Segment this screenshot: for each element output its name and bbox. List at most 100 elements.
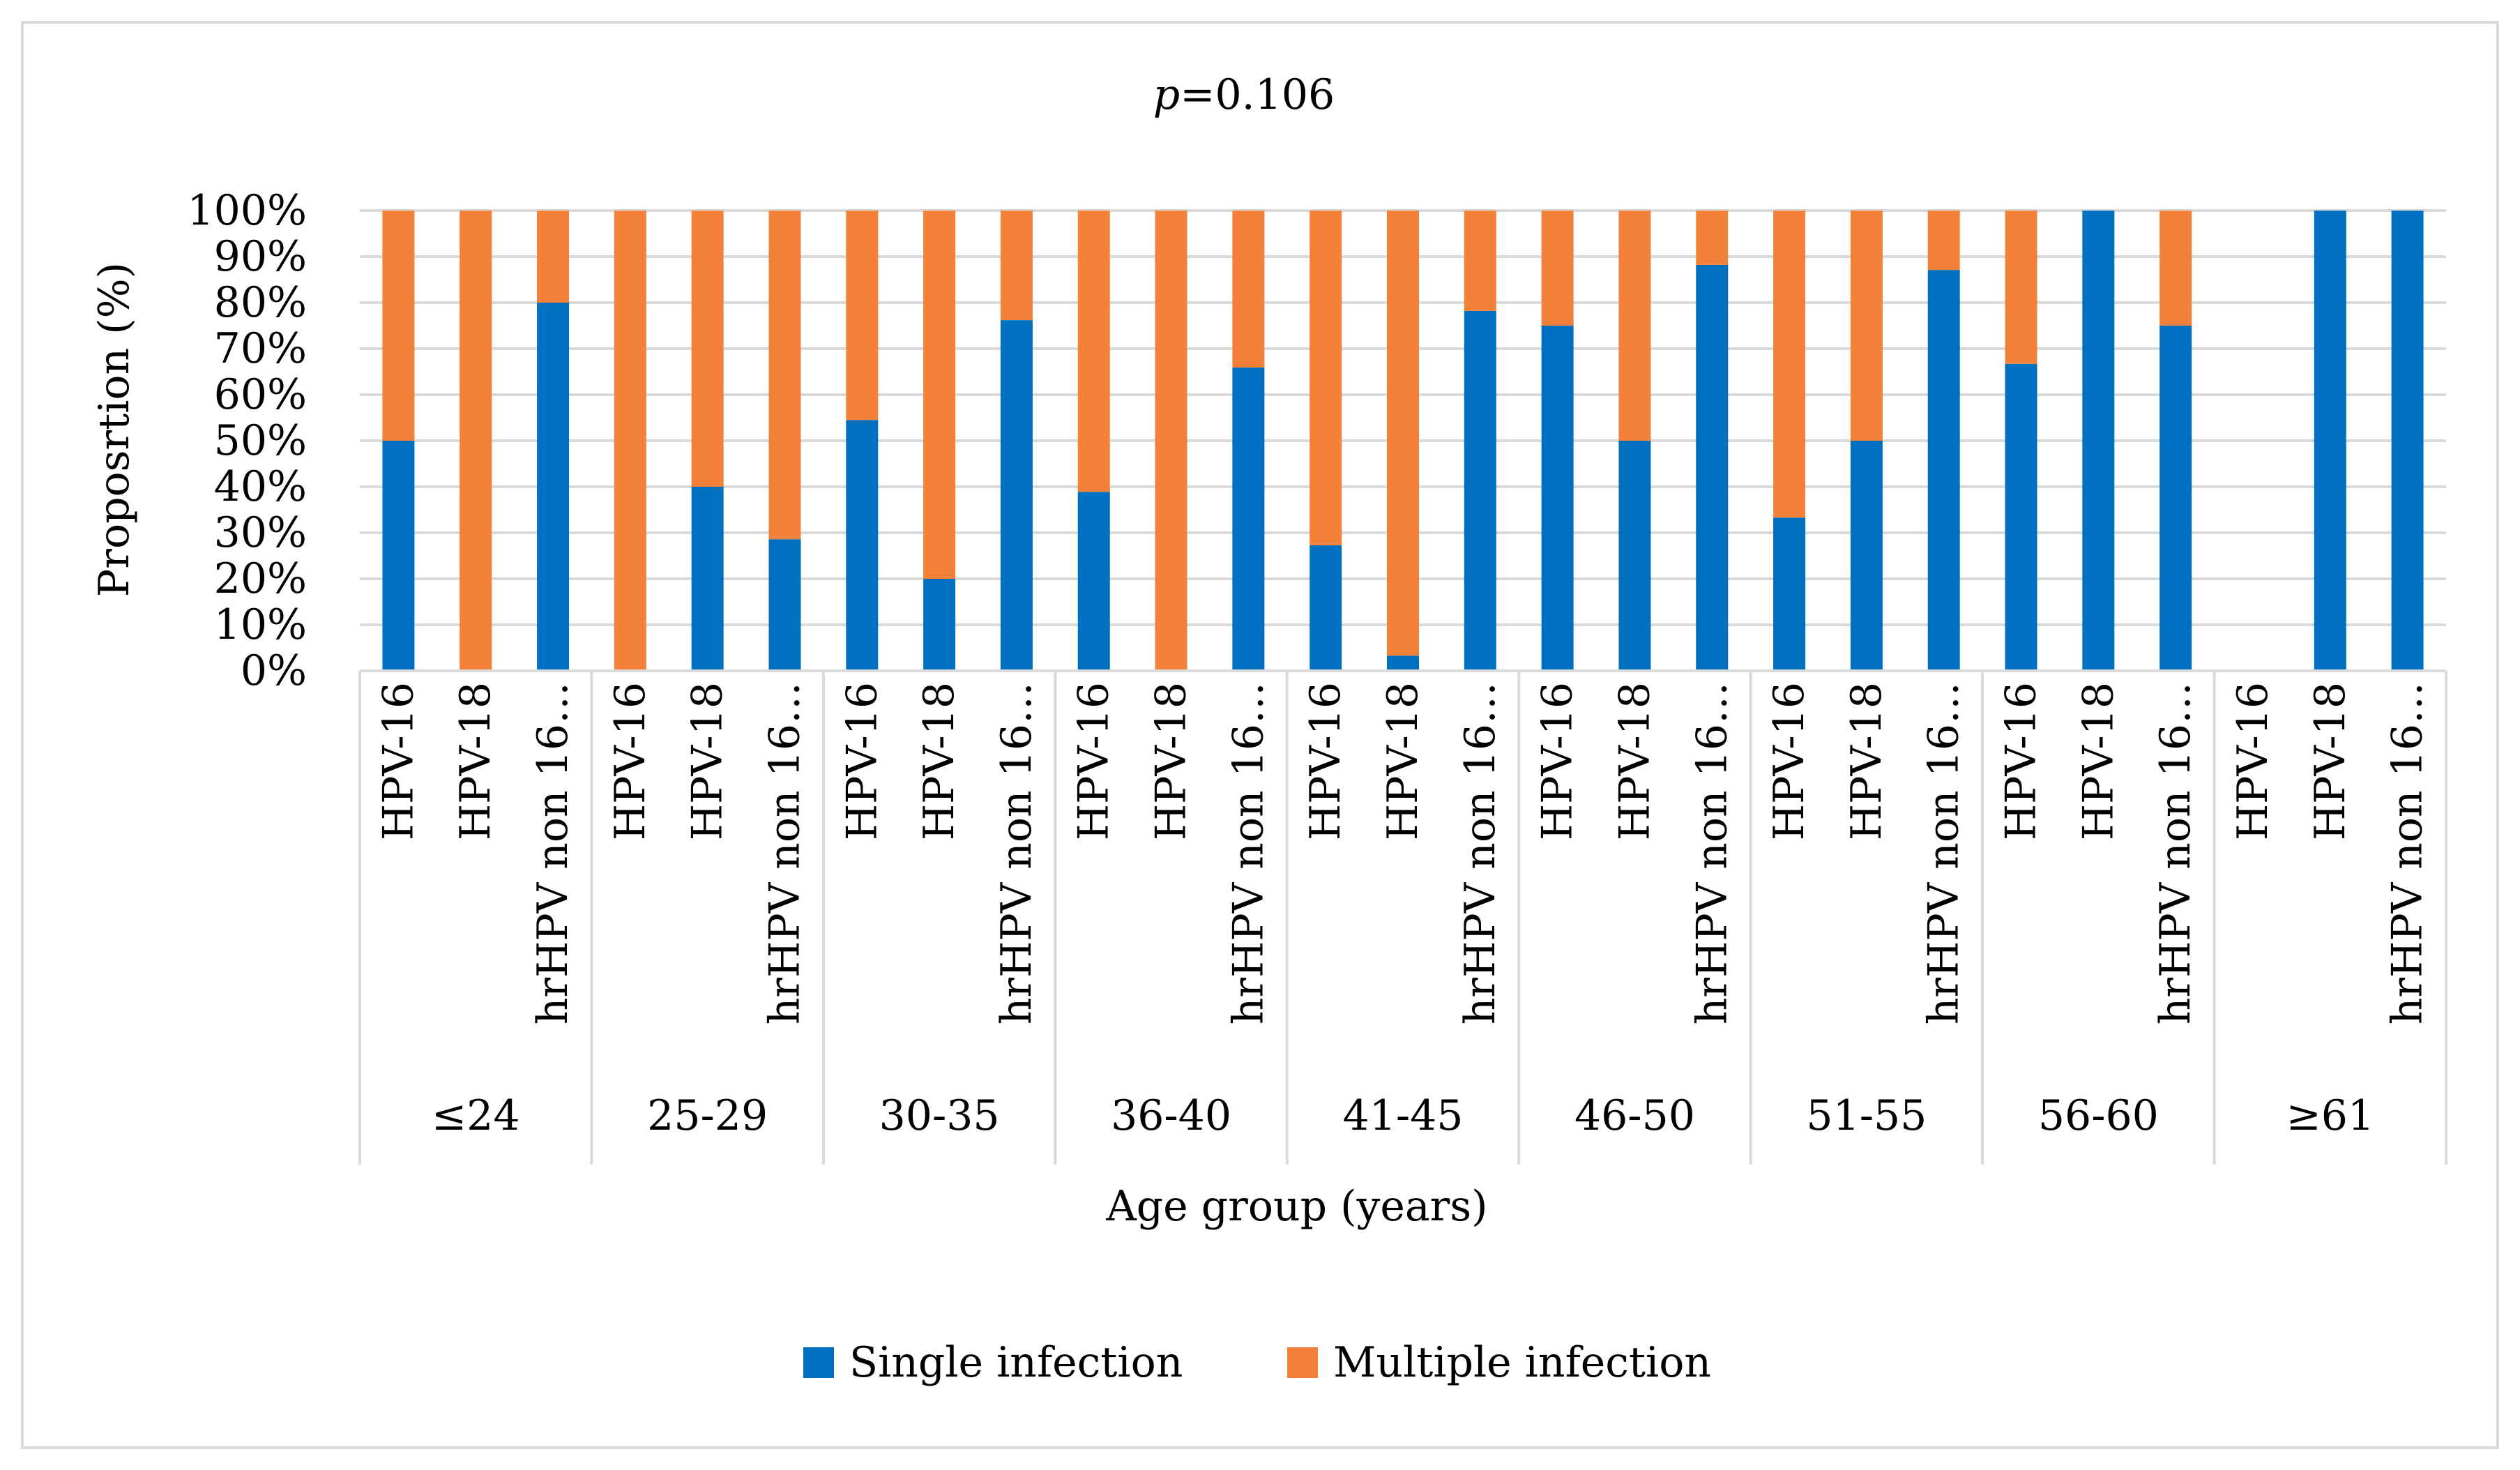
bar-multiple-infection [846, 211, 879, 420]
x-subcategory-label: HPV-18 [1379, 682, 1427, 840]
x-subcategory-label: HPV-18 [2074, 682, 2123, 840]
bar-multiple-infection [2005, 211, 2037, 364]
legend: Single infection Multiple infection [803, 1338, 1711, 1387]
x-subcategory-label: hrHPV non 16… [1224, 682, 1273, 1024]
bar-single-infection [2005, 363, 2037, 671]
bar-single-infection [1696, 264, 1729, 671]
bar-single-infection [2314, 211, 2346, 671]
x-subcategory-label: HPV-18 [683, 682, 732, 840]
bar-single-infection [1618, 441, 1651, 671]
bar-single-infection [2391, 211, 2424, 671]
bar-multiple-infection [1773, 211, 1806, 518]
x-subcategory-label: HPV-16 [1070, 682, 1118, 840]
x-subcategory-label: hrHPV non 16… [529, 682, 577, 1024]
bar-multiple-infection [614, 211, 646, 671]
bar-single-infection [1077, 492, 1110, 671]
x-subcategory-label: hrHPV non 16… [1456, 682, 1505, 1024]
bar-multiple-infection [923, 211, 956, 579]
stacked-bar-chart: p=0.106 0%10%20%30%40%50%60%70%80%90%100… [90, 70, 2447, 1387]
bar-multiple-infection [768, 211, 801, 540]
y-tick-label: 0% [241, 646, 307, 695]
x-subcategory-label: hrHPV non 16… [2383, 682, 2432, 1024]
x-subcategory-label: HPV-18 [1147, 682, 1196, 840]
x-subcategory-label: hrHPV non 16… [992, 682, 1041, 1024]
bar-single-infection [1850, 441, 1883, 671]
x-group-label: 30-35 [879, 1091, 1000, 1140]
bar-multiple-infection [1310, 211, 1342, 545]
legend-label: Single infection [849, 1338, 1183, 1387]
y-axis-label: Proposrtion (%) [90, 262, 139, 597]
y-tick-label: 50% [214, 416, 307, 465]
y-tick-label: 80% [214, 278, 307, 327]
bar-multiple-infection [1464, 211, 1496, 311]
x-axis-label: Age group (years) [1105, 1182, 1487, 1231]
chart-title: p=0.106 [1153, 70, 1335, 119]
y-tick-label: 70% [214, 324, 307, 373]
bar-single-infection [382, 441, 415, 671]
bar-multiple-infection [1000, 211, 1033, 321]
x-group-label: ≥61 [2286, 1091, 2374, 1140]
bar-single-infection [1773, 517, 1806, 671]
bar-single-infection [1232, 368, 1265, 671]
x-subcategory-label: HPV-16 [837, 682, 886, 840]
x-subcategory-label: HPV-16 [2229, 682, 2277, 840]
bar-single-infection [691, 487, 724, 671]
bar-multiple-infection [537, 211, 570, 303]
bar-multiple-infection [1541, 211, 1574, 326]
bars [382, 211, 2424, 671]
y-tick-label: 20% [214, 554, 307, 603]
y-tick-label: 90% [214, 232, 307, 281]
x-subcategory-label: HPV-16 [1997, 682, 2046, 840]
y-tick-label: 100% [187, 186, 307, 235]
bar-single-infection [923, 579, 956, 671]
x-subcategory-label: HPV-18 [1610, 682, 1659, 840]
x-group-label: 25-29 [647, 1091, 768, 1140]
legend-label: Multiple infection [1333, 1338, 1711, 1387]
y-tick-labels: 0%10%20%30%40%50%60%70%80%90%100% [187, 186, 307, 695]
x-subcategory-label: HPV-18 [2306, 682, 2355, 840]
y-tick-label: 30% [214, 508, 307, 557]
chart-frame: p=0.106 0% 10% 20% 30% 40% 50% 60% 70% 80% 90% 100… [21, 21, 2499, 1449]
bar-single-infection [1541, 326, 1574, 671]
axes [358, 669, 2447, 1165]
x-subcategory-label: hrHPV non 16… [1687, 682, 1736, 1024]
bar-multiple-infection [382, 211, 415, 441]
x-tick-labels: HPV-16 HPV-18 hrHPV non 16… HPV-16 HPV-18 hrH… [374, 682, 2431, 1140]
bar-single-infection [1464, 310, 1496, 671]
bar-single-infection [1310, 545, 1342, 671]
chart-title-rest: =0.106 [1180, 70, 1335, 119]
x-group-label: 56-60 [2038, 1091, 2159, 1140]
x-group-label: 36-40 [1111, 1091, 1231, 1140]
x-group-label: ≤24 [432, 1091, 520, 1140]
bar-multiple-infection [460, 211, 492, 671]
y-tick-label: 10% [214, 600, 307, 649]
bar-multiple-infection [691, 211, 724, 487]
bar-single-infection [2082, 211, 2115, 671]
bar-single-infection [2160, 326, 2192, 671]
x-subcategory-label: HPV-18 [451, 682, 500, 840]
x-subcategory-label: HPV-16 [1533, 682, 1582, 840]
bar-multiple-infection [1387, 211, 1419, 656]
chart-title-italic: p [1153, 70, 1180, 119]
bar-multiple-infection [2160, 211, 2192, 326]
x-subcategory-label: HPV-16 [1765, 682, 1814, 840]
x-group-label: 51-55 [1806, 1091, 1927, 1140]
bar-single-infection [1387, 656, 1419, 671]
bar-multiple-infection [1618, 211, 1651, 441]
bar-multiple-infection [1232, 211, 1265, 368]
legend-swatch [803, 1347, 834, 1378]
bar-single-infection [768, 539, 801, 671]
bar-multiple-infection [1927, 211, 1960, 271]
y-tick-label: 40% [214, 462, 307, 511]
bar-single-infection [846, 420, 879, 671]
legend-swatch [1287, 1347, 1318, 1378]
bar-multiple-infection [1155, 211, 1187, 671]
x-subcategory-label: HPV-18 [915, 682, 964, 840]
bar-multiple-infection [1077, 211, 1110, 492]
bar-multiple-infection [1850, 211, 1883, 441]
bar-multiple-infection [1696, 211, 1729, 265]
bar-single-infection [537, 303, 570, 671]
y-tick-label: 60% [214, 370, 307, 419]
bar-single-infection [1000, 320, 1033, 671]
x-subcategory-label: hrHPV non 16… [760, 682, 809, 1024]
